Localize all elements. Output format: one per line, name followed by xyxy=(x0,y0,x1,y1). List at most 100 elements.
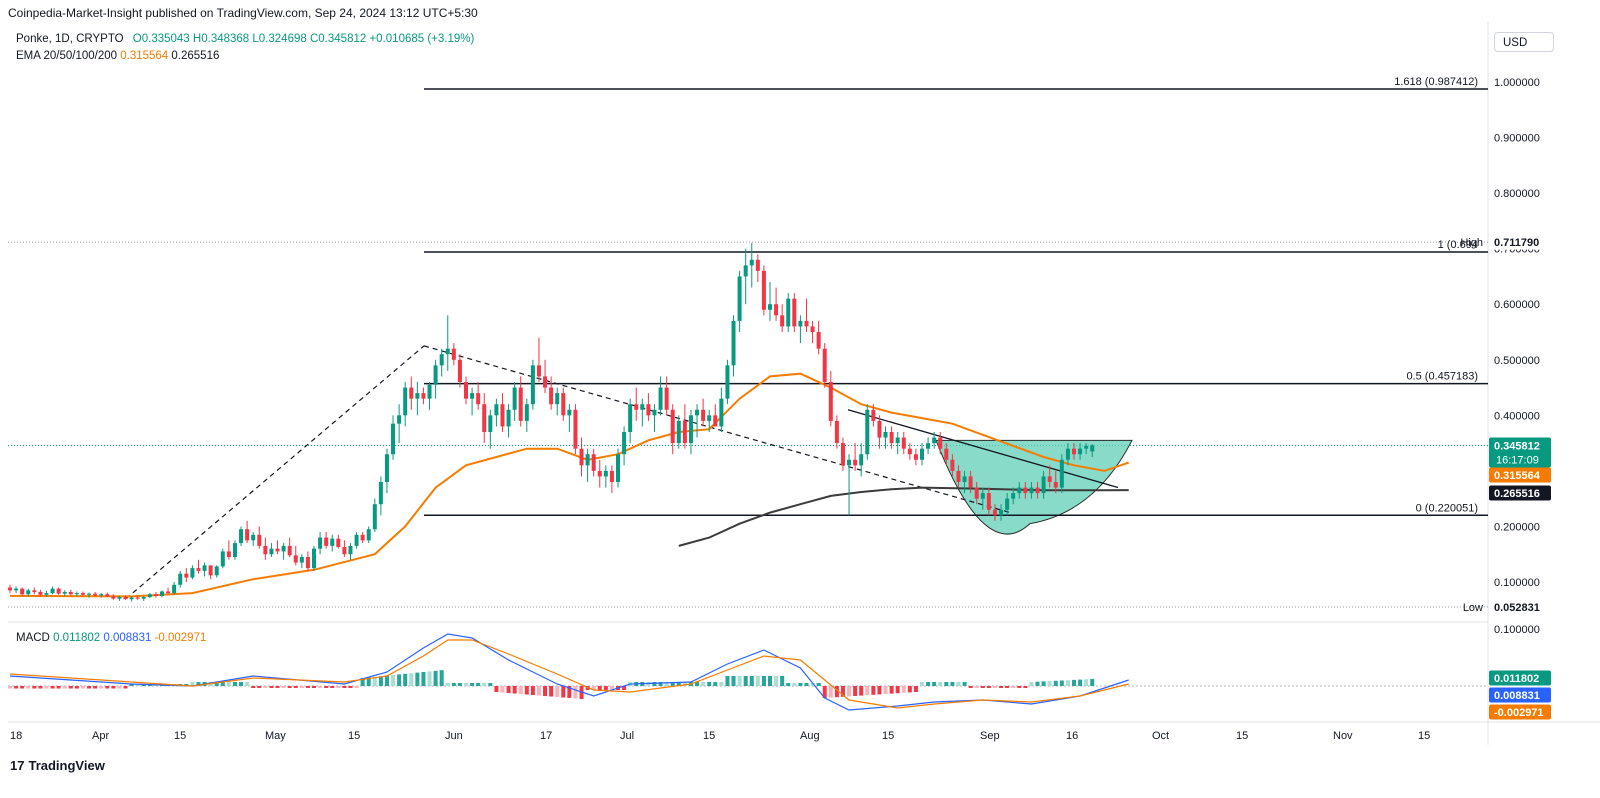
candle-body xyxy=(822,348,827,382)
macd-histogram-bar xyxy=(828,686,833,698)
macd-histogram-bar xyxy=(719,682,724,686)
macd-histogram-bar xyxy=(974,686,979,688)
macd-histogram-bar xyxy=(938,682,943,686)
candle-body xyxy=(543,376,548,388)
macd-histogram-bar xyxy=(597,686,602,690)
macd-histogram-bar xyxy=(330,686,335,688)
macd-histogram-bar xyxy=(366,677,371,686)
x-tick-label: Nov xyxy=(1333,730,1353,742)
candle-body xyxy=(676,420,681,444)
candle-body xyxy=(828,382,833,421)
candle-body xyxy=(445,348,450,355)
signal-value: 0.008831 xyxy=(103,632,152,644)
macd-histogram-bar xyxy=(591,686,596,690)
candle-body xyxy=(166,591,171,594)
x-tick-label: 15 xyxy=(1236,730,1248,742)
trendline-dashed-up xyxy=(125,345,425,600)
macd-histogram-bar xyxy=(761,676,766,686)
macd-histogram-bar xyxy=(774,676,779,686)
candle-body xyxy=(348,545,353,555)
high-value: H0.348368 xyxy=(192,33,250,45)
candle-body xyxy=(980,493,985,499)
candle-body xyxy=(530,365,535,405)
macd-histogram-bar xyxy=(1078,679,1083,686)
candle-body xyxy=(378,482,383,505)
macd-histogram-bar xyxy=(336,686,341,688)
macd-value-tag: 0.011802 xyxy=(1494,673,1539,685)
low-value-tag-bg xyxy=(1489,599,1551,615)
symbol-name[interactable]: Ponke, 1D, CRYPTO xyxy=(16,33,124,45)
candle-body xyxy=(26,590,31,595)
candle-body xyxy=(220,551,225,567)
candle-body xyxy=(743,265,748,277)
macd-histogram-bar xyxy=(196,682,201,686)
candle-body xyxy=(555,393,560,405)
candle-body xyxy=(561,393,566,416)
tv-logo-text: TradingView xyxy=(28,758,105,773)
ema-label[interactable]: EMA 20/50/100/200 xyxy=(16,50,118,62)
x-tick-label: 18 xyxy=(10,730,22,742)
tradingview-logo[interactable]: 17 TradingView xyxy=(10,758,105,773)
candle-body xyxy=(141,597,146,599)
candle-body xyxy=(646,404,651,416)
candle-body xyxy=(1047,476,1052,482)
macd-histogram-bar xyxy=(421,672,426,686)
candle-body xyxy=(1005,498,1010,510)
candle-body xyxy=(591,454,596,471)
candle-body xyxy=(1041,476,1046,494)
macd-histogram-bar xyxy=(859,686,864,696)
ema-legend: EMA 20/50/100/200 0.315564 0.265516 xyxy=(16,50,219,62)
x-tick-label: 15 xyxy=(348,730,360,742)
macd-histogram-bar xyxy=(609,686,614,690)
macd-histogram-bar xyxy=(1090,679,1095,686)
y-tick-label: 1.000000 xyxy=(1494,77,1540,89)
x-tick-label: 16 xyxy=(1066,730,1078,742)
macd-histogram-bar xyxy=(871,686,876,695)
candle-body xyxy=(853,459,858,466)
macd-histogram-bar xyxy=(1059,680,1064,686)
x-tick-label: 15 xyxy=(882,730,894,742)
candle-body xyxy=(32,590,37,592)
macd-signal-line xyxy=(9,639,1129,709)
macd-histogram-bar xyxy=(877,686,882,695)
candle-body xyxy=(1017,487,1022,494)
candle-body xyxy=(38,592,43,595)
macd-histogram-bar xyxy=(287,686,292,688)
candle-body xyxy=(798,320,803,327)
macd-histogram-bar xyxy=(38,686,43,689)
macd-histogram-bar xyxy=(239,682,244,686)
ema-dark-tag: 0.265516 xyxy=(1494,488,1540,500)
macd-histogram-bar xyxy=(810,683,815,686)
candle-body xyxy=(1053,482,1058,488)
candle-body xyxy=(360,534,365,541)
candle-body xyxy=(232,543,237,557)
candle-body xyxy=(245,529,250,541)
x-tick-label: Apr xyxy=(92,730,109,742)
macd-histogram-bar xyxy=(603,686,608,690)
macd-histogram-bar xyxy=(293,686,298,688)
macd-histogram-bar xyxy=(93,686,98,689)
macd-histogram-bar xyxy=(245,682,250,686)
candle-body xyxy=(585,454,590,466)
macd-histogram-bar xyxy=(281,686,286,688)
x-tick-label: Aug xyxy=(800,730,820,742)
macd-histogram-bar xyxy=(415,672,420,686)
macd-histogram-bar xyxy=(80,686,85,689)
currency-button[interactable]: USD xyxy=(1494,32,1554,52)
y-tick-label: 0.600000 xyxy=(1494,299,1540,311)
candle-body xyxy=(1084,445,1089,449)
candle-body xyxy=(269,548,274,555)
candle-body xyxy=(87,593,92,595)
candle-body xyxy=(804,320,809,327)
candle-body xyxy=(366,529,371,541)
fib-level-label: 1.618 (0.987412) xyxy=(1394,76,1478,88)
candle-body xyxy=(622,432,627,455)
macd-label[interactable]: MACD xyxy=(16,632,50,644)
candle-body xyxy=(208,565,213,576)
candle-body xyxy=(658,387,663,410)
candle-body xyxy=(907,448,912,455)
macd-histogram-bar xyxy=(834,686,839,698)
macd-histogram-bar xyxy=(324,686,329,688)
macd-histogram-bar xyxy=(305,686,310,688)
